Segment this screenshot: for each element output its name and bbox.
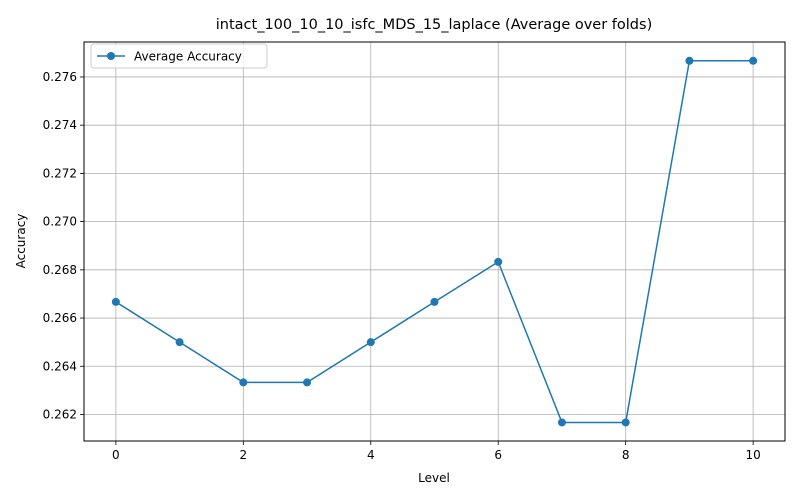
legend: Average Accuracy xyxy=(90,43,268,69)
y-tick-label: 0.268 xyxy=(43,263,77,277)
data-point xyxy=(303,378,312,387)
y-tick-label: 0.274 xyxy=(43,118,77,132)
x-tick-label: 6 xyxy=(494,448,502,462)
data-point xyxy=(685,56,694,65)
data-point xyxy=(111,297,120,306)
data-point xyxy=(366,338,375,347)
legend-label: Average Accuracy xyxy=(134,50,242,64)
grid xyxy=(84,42,785,441)
data-point xyxy=(175,338,184,347)
data-point xyxy=(557,418,566,427)
ticks: 0 2 4 6 8 10 0.262 0.264 0.266 0.268 0.270 0.272 0.2… xyxy=(43,70,761,462)
x-tick-label: 0 xyxy=(112,448,120,462)
y-tick-label: 0.266 xyxy=(43,311,77,325)
plot-frame xyxy=(83,41,786,442)
y-tick-label: 0.262 xyxy=(43,407,77,421)
x-tick-label: 2 xyxy=(239,448,247,462)
data-point xyxy=(494,257,503,266)
data-point xyxy=(430,297,439,306)
x-tick-label: 4 xyxy=(367,448,375,462)
y-tick-label: 0.272 xyxy=(43,166,77,180)
data-point xyxy=(621,418,630,427)
x-axis-label: Level xyxy=(418,471,450,485)
legend-box xyxy=(90,43,268,69)
x-tick-label: 8 xyxy=(622,448,630,462)
y-tick-label: 0.276 xyxy=(43,70,77,84)
chart-title: intact_100_10_10_isfc_MDS_15_laplace (Av… xyxy=(216,17,652,33)
y-tick-label: 0.264 xyxy=(43,359,77,373)
y-axis-label: Accuracy xyxy=(14,214,28,269)
x-tick-label: 10 xyxy=(745,448,760,462)
data-point xyxy=(239,378,248,387)
data-point xyxy=(749,56,758,65)
legend-marker-swatch xyxy=(107,52,115,60)
series-layer xyxy=(111,56,758,427)
y-tick-label: 0.270 xyxy=(43,215,77,229)
